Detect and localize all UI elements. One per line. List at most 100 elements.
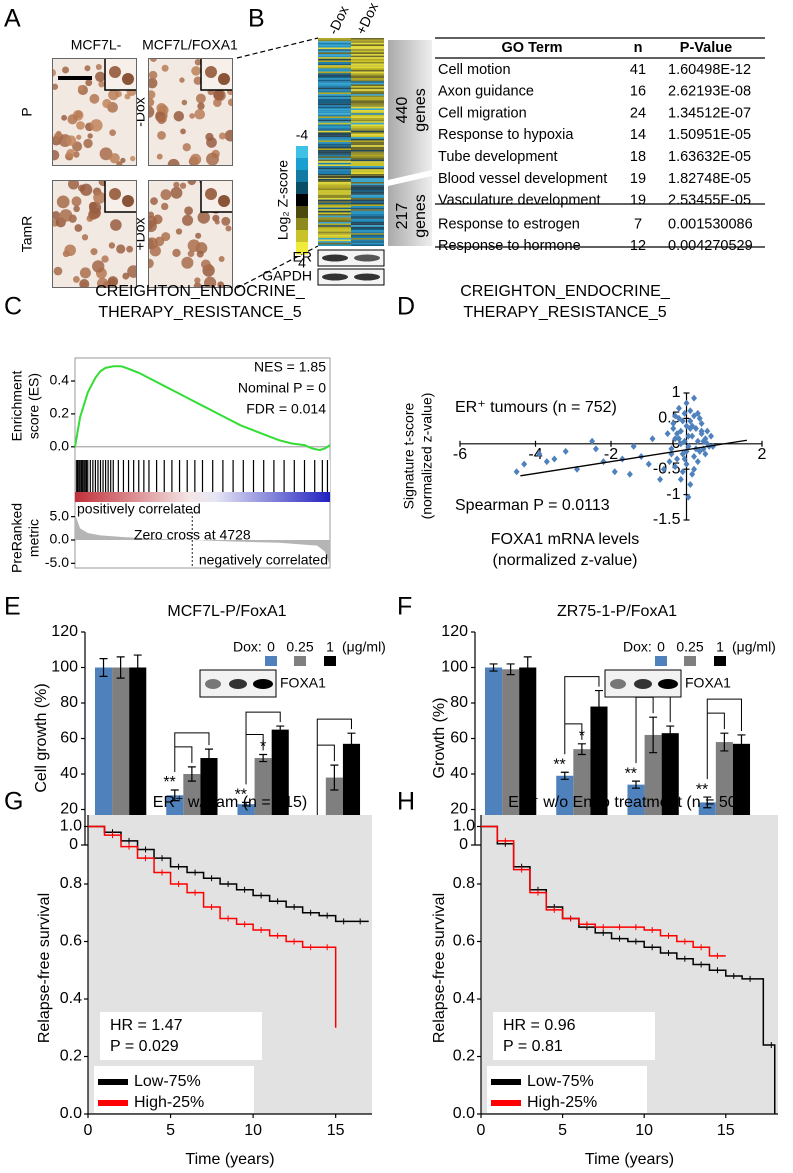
point	[672, 412, 679, 420]
point	[626, 470, 633, 478]
heatmap-row	[318, 119, 351, 122]
y-axis-label: PreRanked	[9, 503, 25, 573]
heatmap-row	[318, 42, 351, 45]
heatmap-row	[318, 218, 351, 221]
heatmap-row	[351, 78, 384, 80]
point	[709, 442, 716, 450]
chart-title: THERAPY_RESISTANCE_5	[98, 304, 301, 321]
heatmap-row	[318, 190, 351, 192]
heatmap-row	[351, 134, 384, 136]
y-tick-label: 0.2	[50, 405, 70, 421]
heatmap-row	[351, 108, 384, 111]
point	[683, 399, 690, 407]
point	[670, 419, 677, 427]
heatmap-row	[318, 46, 351, 48]
annotation: positively correlated	[77, 501, 201, 517]
heatmap-row	[318, 68, 351, 71]
heatmap-row	[351, 156, 384, 159]
chart-title: CREIGHTON_ENDOCRINE_	[460, 283, 671, 300]
heatmap-row	[318, 74, 351, 77]
heatmap-row	[351, 98, 384, 101]
heatmap-row	[351, 114, 384, 117]
heatmap-row	[318, 129, 351, 131]
y-tick-label: 0.4	[453, 990, 475, 1007]
nucleus	[78, 85, 84, 92]
y-tick-label: 40	[60, 765, 78, 782]
table-cell: 19	[630, 171, 646, 187]
heatmap-row	[351, 172, 384, 175]
heatmap-row	[351, 60, 384, 63]
heatmap-row	[318, 60, 351, 63]
legend-swatch	[265, 656, 277, 666]
legend-swatch	[324, 656, 336, 666]
heatmap-row	[351, 90, 384, 93]
nucleus	[205, 66, 217, 78]
heatmap-row	[318, 70, 351, 72]
survival-curve	[88, 825, 369, 923]
heatmap-row	[351, 228, 384, 231]
nucleus	[148, 77, 158, 89]
point	[675, 435, 682, 443]
nucleus	[110, 219, 122, 231]
nucleus	[195, 93, 206, 104]
heatmap-row	[318, 108, 351, 111]
y-tick-label: 0.4	[50, 372, 70, 388]
colorbar-label: Log₂ Z-score	[275, 160, 291, 240]
nucleus	[218, 256, 225, 262]
heatmap-row	[318, 241, 351, 243]
point	[687, 407, 694, 415]
heatmap-row	[351, 46, 384, 48]
heatmap-row	[351, 207, 384, 210]
point	[685, 432, 692, 440]
legend-label: 1	[716, 639, 724, 655]
heatmap-row	[318, 194, 351, 197]
point	[657, 475, 664, 483]
point	[672, 463, 679, 471]
heatmap-row	[351, 166, 384, 168]
blot-band	[229, 679, 247, 689]
heatmap-row	[318, 39, 351, 42]
heatmap-row	[318, 134, 351, 136]
nucleus	[56, 195, 70, 209]
bracket	[564, 676, 600, 755]
y-axis-label: score (ES)	[26, 373, 42, 439]
heatmap-row	[351, 234, 384, 237]
plot-bg	[88, 815, 372, 1114]
heatmap-row	[318, 95, 351, 98]
y-tick-label: 0.2	[453, 1048, 475, 1065]
heatmap-row	[351, 210, 384, 213]
heatmap-row	[318, 138, 351, 141]
nucleus	[148, 70, 158, 80]
heatmap-row	[351, 119, 384, 122]
heatmap-row	[351, 164, 384, 167]
nucleus	[52, 69, 57, 77]
point	[592, 445, 599, 453]
heatmap-row	[351, 215, 384, 218]
heatmap-row	[318, 191, 351, 194]
heatmap-row	[318, 86, 351, 88]
legend-swatch	[684, 656, 696, 666]
nucleus	[150, 197, 158, 206]
y-tick-label: -5.0	[45, 554, 69, 570]
nucleus	[53, 266, 63, 276]
heatmap-row	[351, 73, 384, 75]
annotation: Nominal P = 0	[238, 380, 326, 396]
point	[687, 480, 694, 488]
bar	[94, 667, 113, 845]
heatmap-row	[351, 103, 384, 106]
heatmap-row	[318, 198, 351, 200]
bracket	[245, 711, 281, 785]
point	[513, 468, 520, 476]
nucleus	[64, 244, 76, 257]
nucleus	[172, 248, 181, 258]
point	[562, 447, 569, 455]
heatmap-row	[318, 222, 351, 224]
heatmap-row	[351, 54, 384, 56]
point	[670, 425, 677, 433]
nucleus	[83, 138, 93, 149]
nucleus	[156, 153, 163, 160]
y-tick-label: 20	[60, 801, 78, 818]
nucleus	[109, 153, 120, 164]
heatmap-row	[351, 161, 384, 163]
